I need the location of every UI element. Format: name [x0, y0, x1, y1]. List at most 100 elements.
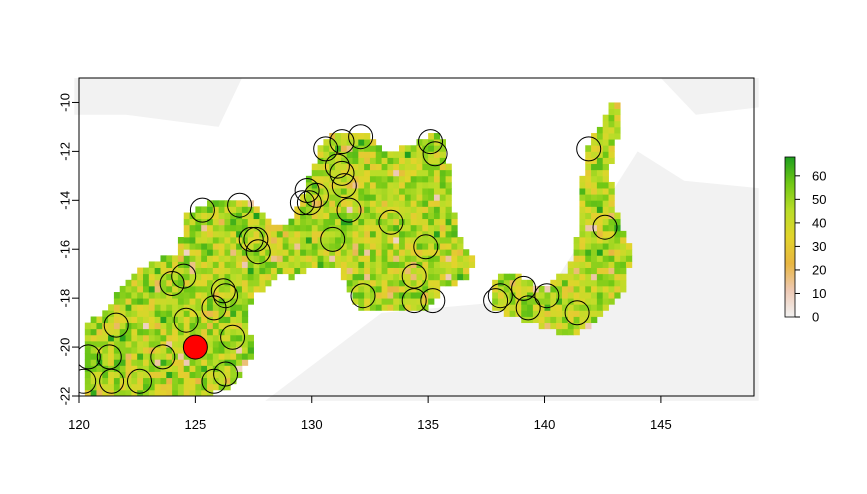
raster-cell — [603, 121, 609, 128]
raster-cell — [126, 359, 132, 366]
raster-cell — [155, 390, 161, 397]
raster-cell — [248, 286, 254, 293]
raster-cell — [422, 200, 428, 207]
raster-cell — [597, 188, 603, 195]
raster-cell — [446, 243, 452, 250]
raster-cell — [318, 255, 324, 262]
raster-cell — [382, 237, 388, 244]
raster-cell — [131, 365, 137, 372]
raster-cell — [137, 304, 143, 311]
raster-cell — [318, 151, 324, 158]
raster-cell — [387, 213, 393, 220]
raster-cell — [102, 378, 108, 385]
raster-cell — [399, 182, 405, 189]
raster-cell — [579, 200, 585, 207]
raster-cell — [376, 243, 382, 250]
raster-cell — [609, 268, 615, 275]
raster-cell — [230, 225, 236, 232]
raster-cell — [201, 213, 207, 220]
raster-cell — [556, 280, 562, 287]
raster-cell — [277, 237, 283, 244]
raster-cell — [603, 231, 609, 238]
raster-cell — [131, 329, 137, 336]
raster-cell — [597, 182, 603, 189]
raster-cell — [190, 317, 196, 324]
raster-cell — [451, 274, 457, 281]
raster-cell — [382, 170, 388, 177]
x-tick-label: 145 — [650, 417, 672, 432]
raster-cell — [358, 164, 364, 171]
raster-cell — [172, 365, 178, 372]
raster-cell — [172, 341, 178, 348]
raster-cell — [190, 261, 196, 268]
raster-cell — [609, 274, 615, 281]
raster-cell — [579, 268, 585, 275]
raster-cell — [597, 206, 603, 213]
raster-cell — [545, 310, 551, 317]
raster-cell — [597, 261, 603, 268]
raster-cell — [382, 151, 388, 158]
raster-cell — [574, 304, 580, 311]
raster-cell — [248, 292, 254, 299]
raster-cell — [364, 194, 370, 201]
raster-cell — [207, 335, 213, 342]
raster-cell — [213, 219, 219, 226]
raster-cell — [579, 274, 585, 281]
raster-cell — [352, 255, 358, 262]
raster-cell — [277, 225, 283, 232]
raster-cell — [585, 188, 591, 195]
raster-cell — [591, 145, 597, 152]
raster-cell — [190, 359, 196, 366]
raster-cell — [178, 372, 184, 379]
raster-cell — [131, 310, 137, 317]
raster-cell — [323, 164, 329, 171]
raster-cell — [393, 243, 399, 250]
raster-cell — [155, 268, 161, 275]
raster-cell — [382, 200, 388, 207]
raster-cell — [609, 292, 615, 299]
raster-cell — [160, 329, 166, 336]
raster-cell — [137, 268, 143, 275]
raster-cell — [405, 268, 411, 275]
raster-cell — [323, 151, 329, 158]
raster-cell — [585, 151, 591, 158]
raster-cell — [358, 158, 364, 165]
raster-cell — [405, 151, 411, 158]
raster-cell — [178, 335, 184, 342]
raster-cell — [376, 231, 382, 238]
raster-cell — [213, 249, 219, 256]
raster-cell — [329, 243, 335, 250]
raster-cell — [446, 188, 452, 195]
raster-cell — [149, 341, 155, 348]
raster-cell — [143, 359, 149, 366]
raster-cell — [335, 194, 341, 201]
raster-cell — [254, 213, 260, 220]
raster-cell — [143, 280, 149, 287]
raster-cell — [149, 268, 155, 275]
raster-cell — [457, 261, 463, 268]
raster-cell — [556, 317, 562, 324]
raster-cell — [364, 286, 370, 293]
raster-cell — [405, 194, 411, 201]
raster-cell — [242, 286, 248, 293]
y-axis: -22-20-18-16-14-12-10 — [58, 93, 80, 405]
raster-cell — [387, 182, 393, 189]
raster-cell — [440, 274, 446, 281]
raster-cell — [585, 292, 591, 299]
raster-cell — [387, 188, 393, 195]
raster-cell — [387, 225, 393, 232]
raster-cell — [329, 219, 335, 226]
raster-cell — [224, 225, 230, 232]
raster-cell — [242, 298, 248, 305]
raster-cell — [230, 341, 236, 348]
raster-cell — [603, 200, 609, 207]
raster-cell — [230, 219, 236, 226]
raster-cell — [248, 335, 254, 342]
raster-cell — [108, 347, 114, 354]
raster-cell — [358, 182, 364, 189]
raster-cell — [143, 378, 149, 385]
raster-cell — [579, 243, 585, 250]
raster-cell — [411, 225, 417, 232]
raster-cell — [166, 353, 172, 360]
raster-cell — [184, 268, 190, 275]
